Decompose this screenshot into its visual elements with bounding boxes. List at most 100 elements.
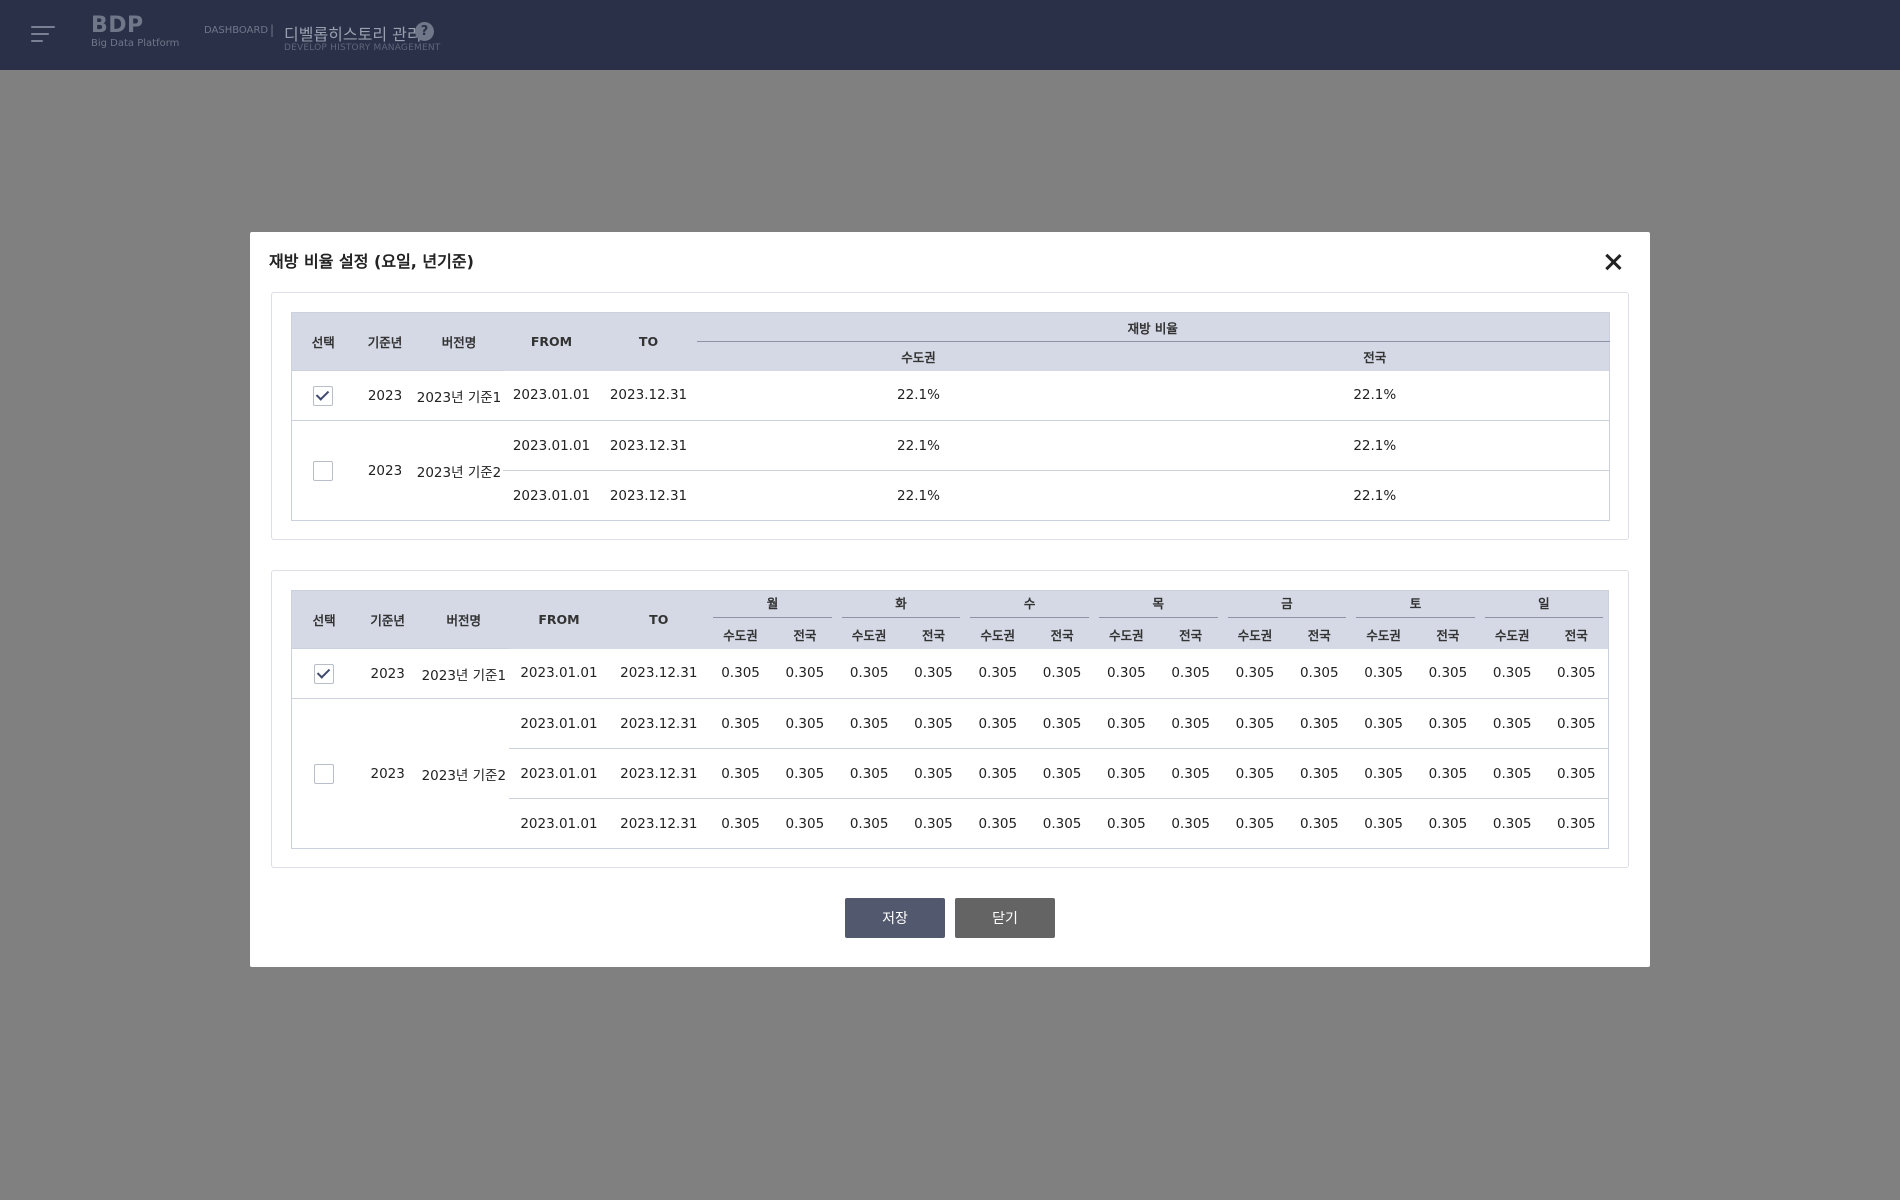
ratio-value-cell: 0.305 <box>849 665 889 682</box>
ratio-value-cell: 0.305 <box>1042 665 1082 682</box>
col-national: 전국 <box>1287 619 1352 649</box>
row-checkbox[interactable] <box>314 663 335 684</box>
col-from: FROM <box>502 312 601 371</box>
help-icon[interactable]: ? <box>415 22 434 41</box>
national-ratio-cell: 22.1% <box>1140 420 1610 471</box>
to-cell: 2023.12.31 <box>609 698 709 749</box>
ratio-value-cell: 0.305 <box>1479 798 1545 849</box>
ratio-value-cell: 0.305 <box>1416 798 1480 849</box>
col-select: 선택 <box>291 312 355 371</box>
ratio-value-cell: 0.305 <box>708 798 773 849</box>
metro-ratio-cell: 22.1% <box>696 470 1141 521</box>
ratio-value-cell: 0.305 <box>1093 698 1159 749</box>
ratio-value-cell: 0.305 <box>1158 698 1223 749</box>
ratio-value-cell: 0.305 <box>1222 798 1288 849</box>
national-ratio-cell: 22.1% <box>1140 470 1610 521</box>
day-header: 수 <box>965 590 1094 620</box>
col-national: 전국 <box>901 619 966 649</box>
metro-ratio-cell: 22.1% <box>696 420 1141 471</box>
menu-icon[interactable] <box>31 26 55 44</box>
from-cell: 2023.01.01 <box>508 698 610 749</box>
ratio-value-cell: 0.305 <box>965 748 1031 799</box>
page-title: 디벨롭히스토리 관리 <box>284 25 422 44</box>
save-button[interactable]: 저장 <box>845 898 945 938</box>
ratio-value-cell: 0.305 <box>785 665 825 682</box>
ratio-value-cell: 0.305 <box>1544 748 1609 799</box>
row-checkbox[interactable] <box>313 460 334 481</box>
col-year: 기준년 <box>356 590 420 649</box>
to-cell: 2023.12.31 <box>609 748 709 799</box>
ratio-table: 선택 기준년 버전명 FROM TO 재방 비율 수도권 전국 2023 2023… <box>291 312 1611 521</box>
col-metro: 수도권 <box>708 619 773 649</box>
ratio-value-cell: 0.305 <box>1158 748 1223 799</box>
breadcrumb-dashboard[interactable]: DASHBOARD <box>204 25 269 36</box>
table-row: 2023 2023년 기준2 2023.01.01 2023.12.31 0.305 0.… <box>291 698 1609 849</box>
row-checkbox[interactable] <box>313 385 334 406</box>
ratio-value-cell: 0.305 <box>836 798 902 849</box>
ratio-value-cell: 0.305 <box>708 748 773 799</box>
ratio-value-cell: 0.305 <box>901 748 966 799</box>
year-cell: 2023 <box>356 648 420 699</box>
ratio-value-cell: 0.305 <box>1556 665 1596 682</box>
cancel-button[interactable]: 닫기 <box>955 898 1055 938</box>
ratio-value-cell: 0.305 <box>1158 798 1223 849</box>
logo[interactable]: BDP Big Data Platform <box>91 14 179 50</box>
ratio-value-cell: 0.305 <box>1544 798 1609 849</box>
ratio-value-cell: 0.305 <box>836 698 902 749</box>
from-cell: 2023.01.01 <box>508 748 610 799</box>
col-version: 버전명 <box>415 312 503 371</box>
row-select-cell <box>291 370 355 421</box>
col-version: 버전명 <box>419 590 509 649</box>
table-row: 2023 2023년 기준1 2023.01.01 2023.12.31 22.1% 22… <box>291 370 1610 421</box>
ratio-value-cell: 0.305 <box>1235 665 1275 682</box>
day-header: 토 <box>1351 590 1480 620</box>
metro-ratio-cell: 22.1% <box>897 387 940 404</box>
day-header: 목 <box>1093 590 1223 620</box>
table-row: 2023.01.01 2023.12.31 22.1% 22.1% <box>292 470 1610 521</box>
day-label: 월 <box>713 593 832 618</box>
to-cell: 2023.12.31 <box>620 665 698 682</box>
ratio-value-cell: 0.305 <box>1030 698 1094 749</box>
ratio-value-cell: 0.305 <box>901 698 966 749</box>
col-metro: 수도권 <box>965 619 1031 649</box>
modal-title: 재방 비율 설정 (요일, 년기준) <box>269 252 474 271</box>
ratio-value-cell: 0.305 <box>1107 665 1146 682</box>
logo-subtitle: Big Data Platform <box>91 38 180 49</box>
year-cell: 2023 <box>354 420 416 521</box>
ratio-value-cell: 0.305 <box>1222 698 1288 749</box>
ratio-value-cell: 0.305 <box>1287 698 1352 749</box>
page-subtitle: DEVELOP HISTORY MANAGEMENT <box>284 43 441 53</box>
to-cell: 2023.12.31 <box>600 470 697 521</box>
col-to: TO <box>609 590 709 649</box>
ratio-value-cell: 0.305 <box>1479 748 1545 799</box>
ratio-value-cell: 0.305 <box>708 698 773 749</box>
ratio-value-cell: 0.305 <box>965 698 1031 749</box>
row-checkbox[interactable] <box>314 763 335 784</box>
col-metro: 수도권 <box>836 619 902 649</box>
col-metro: 수도권 <box>1479 619 1545 649</box>
day-label: 화 <box>841 593 961 618</box>
table-row: 2023.01.01 2023.12.31 0.305 0.305 0.305 0.305… <box>292 798 1609 849</box>
day-label: 금 <box>1227 593 1347 618</box>
ratio-value-cell: 0.305 <box>1030 798 1094 849</box>
ratio-value-cell: 0.305 <box>1351 698 1416 749</box>
table-row: 2023 2023년 기준2 2023.01.01 2023.12.31 22.1% 22… <box>291 420 1610 521</box>
col-from: FROM <box>508 590 610 649</box>
ratio-value-cell: 0.305 <box>721 665 760 682</box>
ratio-value-cell: 0.305 <box>1479 698 1545 749</box>
ratio-value-cell: 0.305 <box>1093 798 1159 849</box>
col-national: 전국 <box>1544 619 1609 649</box>
version-cell: 2023년 기준1 <box>415 370 503 421</box>
col-metro: 수도권 <box>1222 619 1288 649</box>
close-icon[interactable] <box>1602 251 1624 273</box>
ratio-value-cell: 0.305 <box>1544 698 1609 749</box>
version-cell: 2023년 기준2 <box>419 698 509 849</box>
col-metro: 수도권 <box>1093 619 1159 649</box>
day-header: 화 <box>836 590 966 620</box>
row-select-cell <box>291 648 357 699</box>
from-cell: 2023.01.01 <box>512 387 591 404</box>
ratio-value-cell: 0.305 <box>978 665 1018 682</box>
ratio-table-body: 2023 2023년 기준1 2023.01.01 2023.12.31 22.1% 22… <box>291 370 1610 521</box>
col-national: 전국 <box>1030 619 1094 649</box>
